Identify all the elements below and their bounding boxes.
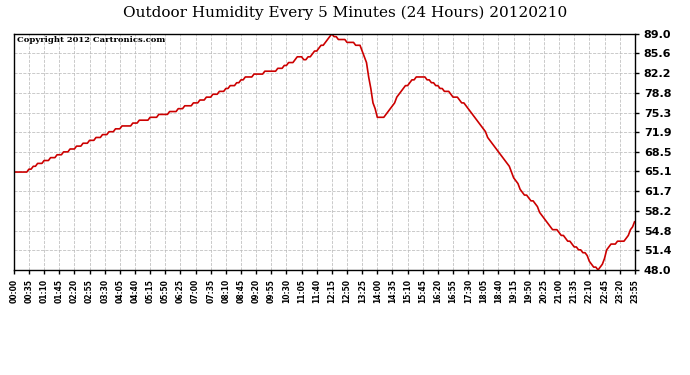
- Text: Copyright 2012 Cartronics.com: Copyright 2012 Cartronics.com: [17, 36, 166, 44]
- Text: Outdoor Humidity Every 5 Minutes (24 Hours) 20120210: Outdoor Humidity Every 5 Minutes (24 Hou…: [123, 6, 567, 20]
